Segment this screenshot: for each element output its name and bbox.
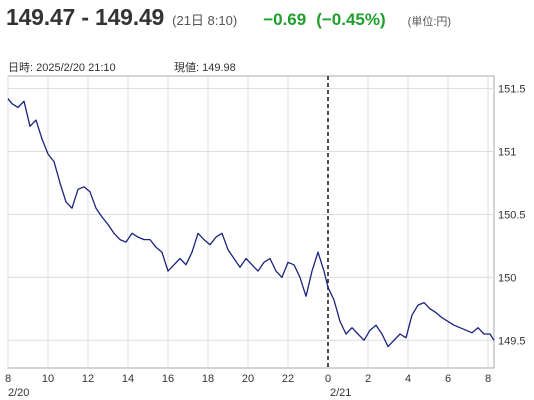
x-tick-label: 8	[485, 373, 491, 385]
date-label: 2/21	[330, 387, 351, 399]
x-tick-label: 6	[445, 373, 451, 385]
unit-label: (単位:円)	[407, 16, 452, 28]
x-tick-label: 0	[325, 373, 331, 385]
change-percent: (−0.45%)	[316, 10, 386, 29]
plot-frame	[7, 75, 495, 369]
x-tick-label: 22	[282, 373, 294, 385]
x-tick-label: 20	[242, 373, 254, 385]
x-tick-label: 14	[122, 373, 134, 385]
datetime-readout: 日時: 2025/2/20 21:10	[8, 62, 116, 74]
y-tick-label: 149.5	[498, 335, 526, 347]
quote-time: (21日 8:10)	[172, 13, 238, 28]
y-tick-label: 150.5	[498, 209, 526, 221]
x-tick-label: 4	[405, 373, 411, 385]
y-tick-label: 151.5	[498, 84, 526, 96]
price-series-line	[7, 98, 495, 348]
rate-header: 149.47 - 149.49 (21日 8:10) −0.69 (−0.45%…	[6, 4, 534, 34]
current-value-readout: 現値: 149.98	[174, 62, 236, 74]
y-tick-label: 150	[498, 272, 516, 284]
change-value: −0.69	[263, 10, 307, 29]
x-tick-label: 12	[82, 373, 94, 385]
x-tick-label: 16	[162, 373, 174, 385]
chart-info-bar: 日時: 2025/2/20 21:10 現値: 149.98	[8, 59, 236, 75]
date-label: 2/20	[8, 387, 29, 399]
bid-ask-rate: 149.47 - 149.49	[6, 4, 165, 30]
x-tick-label: 18	[202, 373, 214, 385]
x-tick-label: 8	[5, 373, 11, 385]
x-tick-label: 10	[42, 373, 54, 385]
x-tick-label: 2	[365, 373, 371, 385]
y-tick-label: 151	[498, 147, 516, 159]
